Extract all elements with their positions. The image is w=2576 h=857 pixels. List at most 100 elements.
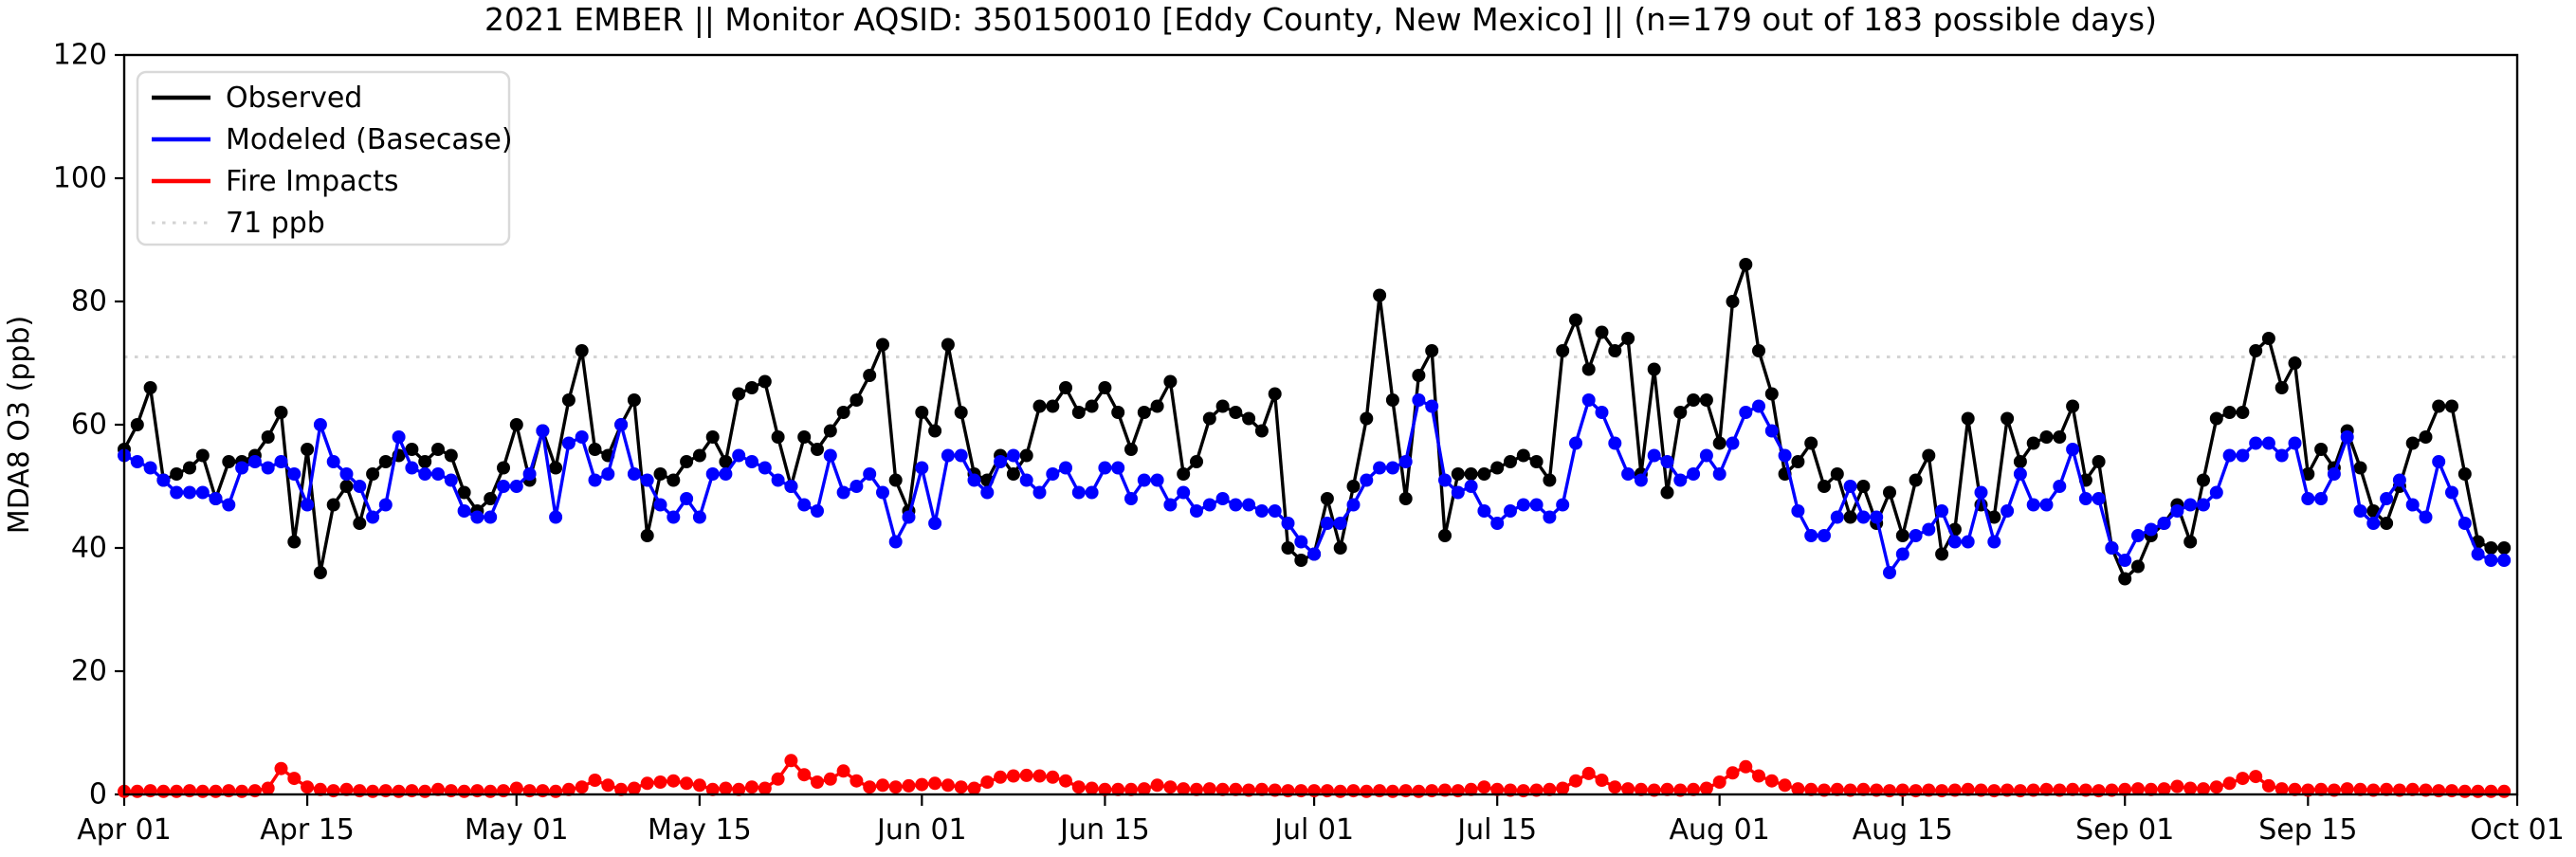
fire-impacts-point (601, 778, 615, 793)
modeled-basecase-point (444, 473, 458, 487)
fire-impacts-point (1190, 782, 1203, 796)
fire-impacts-point (1150, 778, 1164, 793)
modeled-basecase-point (1229, 498, 1243, 512)
fire-impacts-point (195, 784, 210, 798)
fire-impacts-point (653, 775, 667, 789)
legend: Observed Modeled (Basecase) Fire Impacts 71… (136, 70, 513, 246)
observed-point (170, 467, 184, 481)
fire-impacts-point (705, 782, 720, 796)
fire-impacts-point (745, 780, 758, 794)
observed-point (1673, 406, 1688, 419)
fire-impacts-point (863, 780, 877, 794)
modeled-basecase-point (2236, 448, 2250, 463)
fire-impacts-point (1608, 780, 1622, 794)
modeled-basecase-point (470, 510, 484, 524)
modeled-basecase-point (418, 467, 432, 481)
modeled-basecase-point (209, 492, 223, 505)
fire-impacts-point (418, 784, 432, 798)
observed-point (484, 492, 498, 505)
observed-point (1124, 443, 1138, 456)
fire-impacts-point (366, 784, 380, 798)
fire-impacts-point (1556, 781, 1570, 795)
observed-point (405, 443, 419, 456)
observed-point (274, 406, 288, 419)
observed-point (1150, 399, 1164, 413)
observed-point (339, 480, 354, 493)
modeled-basecase-point (143, 461, 157, 475)
observed-point (287, 535, 301, 549)
x-tick-label: May 15 (648, 813, 752, 847)
observed-point (1085, 399, 1099, 413)
modeled-basecase-point (811, 504, 824, 518)
observed-point (1569, 313, 1582, 327)
observed-point (301, 443, 315, 456)
observed-point (1412, 369, 1426, 382)
fire-impacts-point (1254, 782, 1269, 796)
modeled-basecase-point (1046, 467, 1060, 481)
fire-impacts-point (1071, 780, 1086, 794)
observed-point (1177, 467, 1191, 481)
fire-impacts-point (2039, 782, 2054, 796)
modeled-basecase-point (1360, 473, 1374, 487)
fire-impacts-point (797, 768, 812, 782)
observed-point (811, 443, 824, 456)
fire-impacts-point (2222, 776, 2237, 791)
modeled-basecase-point (2209, 485, 2223, 500)
modeled-basecase-point (1254, 504, 1269, 518)
modeled-basecase-point (2131, 529, 2145, 542)
observed-point (1856, 480, 1871, 493)
fire-impacts-point (2131, 782, 2145, 796)
legend-item-observed: Observed (152, 82, 362, 115)
observed-point (588, 443, 602, 456)
fire-impacts-point (1137, 782, 1151, 796)
modeled-basecase-point (2249, 436, 2263, 450)
modeled-basecase-point (1961, 535, 1975, 549)
observed-point (2249, 344, 2263, 357)
modeled-basecase-point (1071, 485, 1086, 500)
fire-impacts-point (928, 776, 942, 791)
fire-impacts-point (457, 784, 471, 798)
modeled-basecase-point (1281, 517, 1295, 530)
modeled-basecase-point (1987, 535, 2001, 549)
modeled-basecase-point (549, 510, 563, 524)
modeled-basecase-point (2366, 517, 2381, 530)
modeled-basecase-point (1947, 535, 1962, 549)
modeled-basecase-point (222, 498, 236, 512)
fire-impacts-point (1412, 784, 1426, 798)
observed-point (418, 455, 432, 468)
observed-point (823, 424, 837, 438)
modeled-basecase-point (1111, 461, 1125, 475)
observed-point (457, 485, 471, 500)
modeled-basecase-point (1529, 498, 1544, 512)
modeled-basecase-point (431, 467, 445, 481)
observed-point (1699, 393, 1713, 407)
observed-point (1438, 529, 1452, 542)
observed-point (1818, 480, 1831, 493)
legend-label: Observed (226, 82, 362, 115)
observed-point (1046, 399, 1060, 413)
modeled-basecase-point (941, 448, 955, 463)
fire-impacts-point (1163, 780, 1178, 794)
modeled-basecase-point (2197, 498, 2210, 512)
observed-point (1464, 467, 1478, 481)
modeled-basecase-point (980, 485, 995, 500)
modeled-basecase-point (614, 418, 629, 431)
modeled-basecase-point (339, 467, 354, 481)
observed-point (692, 448, 706, 463)
observed-point (1581, 362, 1596, 376)
fire-impacts-point (1019, 768, 1033, 782)
fire-impacts-point (1111, 782, 1125, 796)
legend-label: Modeled (Basecase) (226, 123, 513, 156)
y-tick-label: 100 (53, 162, 107, 195)
modeled-basecase-point (2157, 517, 2171, 530)
modeled-basecase-point (1556, 498, 1570, 512)
observed-point (876, 337, 889, 352)
modeled-basecase-point (1804, 529, 1818, 542)
fire-impacts-point (1830, 782, 1844, 796)
observed-point (1333, 541, 1347, 555)
modeled-basecase-point (1124, 492, 1138, 505)
modeled-basecase-point (1177, 485, 1191, 500)
fire-impacts-point (876, 778, 889, 793)
modeled-basecase-point (2026, 498, 2040, 512)
modeled-basecase-point (915, 461, 929, 475)
